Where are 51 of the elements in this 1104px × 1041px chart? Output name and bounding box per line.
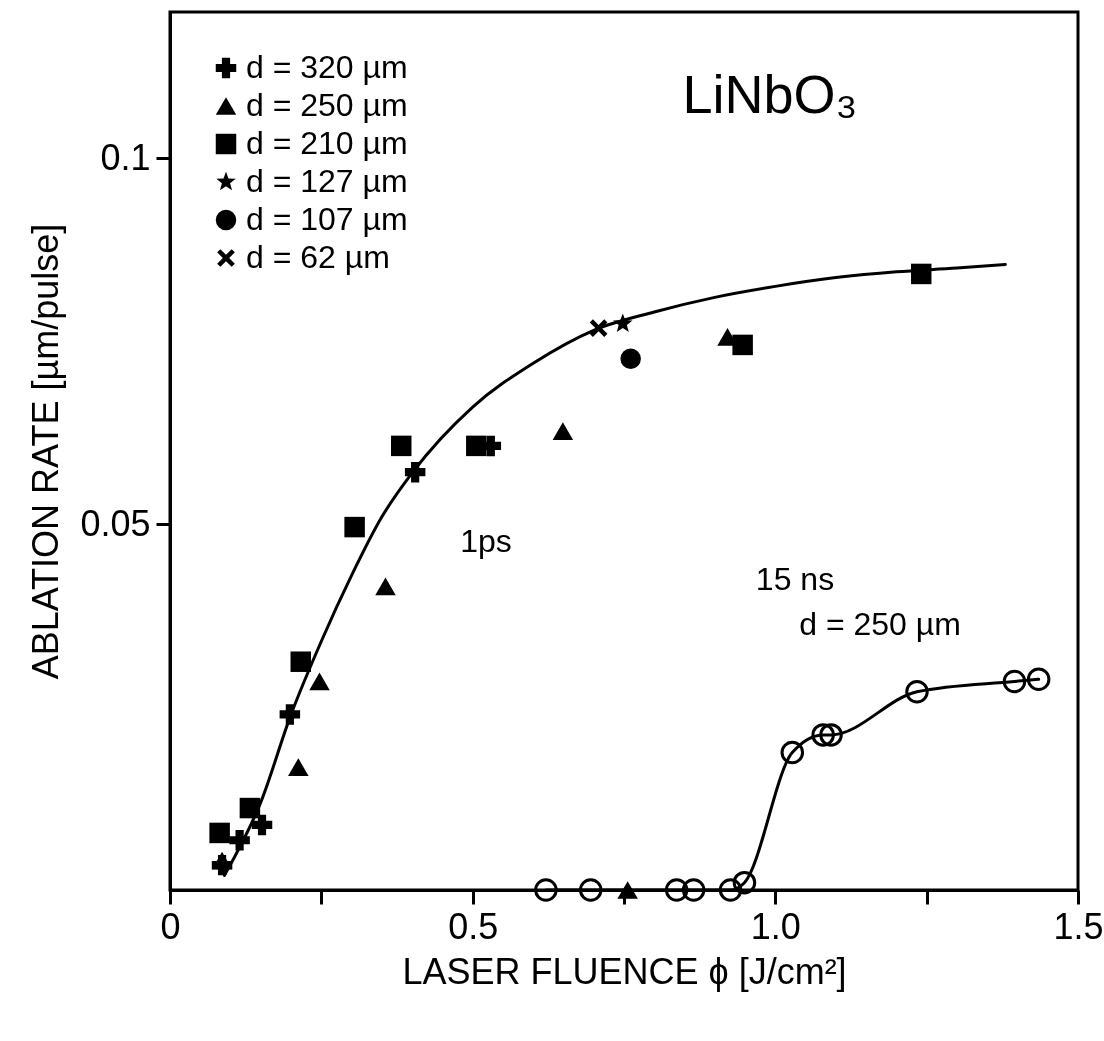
point (229, 830, 250, 851)
point (578, 878, 603, 902)
point (620, 348, 641, 370)
legend-label: d = 107 µm (246, 201, 408, 237)
x-tick-label: 0.5 (448, 905, 499, 947)
annotation: 15 ns (755, 561, 835, 597)
point (211, 851, 233, 870)
point (209, 822, 230, 844)
point (279, 704, 301, 725)
point (780, 740, 805, 765)
point (732, 870, 757, 895)
point (375, 577, 396, 596)
y-tick-label: 0.05 (80, 502, 151, 544)
legend-label: d = 250 µm (246, 87, 408, 123)
legend-label: d = 127 µm (246, 163, 408, 199)
point (910, 263, 932, 285)
annotation: LiNbO₃ (682, 64, 858, 124)
point (1002, 669, 1027, 694)
point (309, 672, 330, 691)
legend-label: d = 320 µm (246, 49, 408, 85)
annotation: 1ps (460, 523, 512, 560)
x-tick-label: 1.5 (1053, 905, 1104, 947)
point (552, 422, 574, 441)
point (617, 881, 638, 899)
point (664, 878, 689, 902)
x-tick-label: 0 (160, 905, 181, 947)
point (819, 723, 843, 747)
point (534, 878, 558, 902)
y-axis-title: ABLATION RATE [µm/pulse] (25, 223, 67, 680)
y-tick-label: 0.1 (100, 136, 151, 178)
x-tick-label: 1.0 (750, 905, 801, 947)
point (613, 313, 633, 332)
point (390, 435, 412, 457)
point (466, 435, 487, 457)
point (288, 758, 309, 776)
point (718, 878, 743, 902)
legend-label: d = 62 µm (246, 239, 390, 275)
point (589, 319, 608, 337)
point (681, 878, 706, 902)
point (404, 461, 426, 483)
point (290, 651, 311, 672)
point (732, 334, 753, 356)
point (239, 797, 261, 819)
point (344, 516, 365, 538)
point (1026, 667, 1051, 692)
point (905, 679, 929, 704)
point (251, 814, 273, 836)
legend-label: d = 210 µm (246, 125, 408, 161)
annotation: d = 250 µm (799, 606, 961, 642)
point (811, 723, 835, 747)
x-axis-title: LASER FLUENCE ϕ [J/cm²] (402, 950, 847, 992)
